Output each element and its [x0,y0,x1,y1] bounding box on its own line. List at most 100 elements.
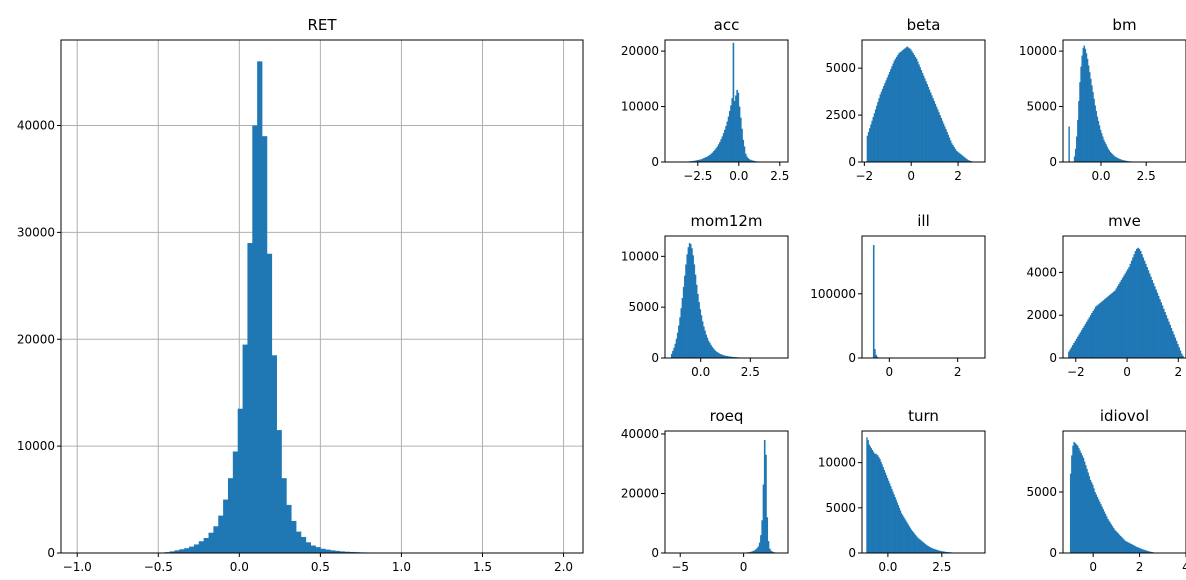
histogram-bar [911,51,913,163]
histogram-bar [1096,496,1099,553]
histogram-bar [768,548,771,553]
histogram-bar [767,541,770,553]
histogram-bar [725,125,727,162]
histogram-bar [686,254,688,358]
histogram-bar [905,520,907,553]
histogram-bar [867,131,870,162]
histogram-bar [1141,254,1143,358]
histogram-bar [1171,331,1174,358]
histogram-bar [1119,159,1121,162]
histogram-bar [945,551,947,553]
histogram-bar [339,551,346,553]
histogram-bar [681,298,684,358]
histogram-bar [917,537,919,553]
histogram-bar [880,91,883,162]
histogram-bar [954,148,957,162]
histogram-bar [1078,101,1080,162]
histogram-bar [1086,468,1088,553]
histogram-bar [738,106,741,162]
histogram-bar [315,547,321,553]
histogram-bar [885,80,887,162]
histogram-bar [685,264,687,358]
histogram-bar [760,535,762,553]
histogram-bar [872,451,875,553]
histogram-bar [947,134,950,162]
histogram-bar [877,455,879,553]
histogram-bar [1102,300,1105,358]
histogram-bar [1107,295,1110,358]
histogram-bar [1138,248,1141,358]
histogram-bar [1150,276,1152,358]
histogram-bar [1092,92,1094,162]
histogram-bar [1173,334,1175,358]
histogram-bar [933,101,935,162]
histogram-bar [1115,288,1118,358]
subplot-title: bm [1112,16,1136,34]
x-tick-label: 0 [740,560,748,574]
histogram-bar [325,549,331,553]
histogram-bar [709,154,711,162]
histogram-bar [1152,283,1155,358]
histogram-bar [921,72,924,162]
histogram-bar [694,160,697,162]
histogram-bar [870,448,873,553]
histogram-bar [946,131,948,162]
histogram-bar [881,464,883,553]
subplot-title: mve [1108,212,1141,230]
histogram-bar [1093,98,1095,162]
histogram-bar [689,244,692,358]
histogram-bar [893,494,895,553]
histogram-bar [901,515,904,553]
x-tick-label: 2.5 [741,365,760,379]
histogram-bar [914,534,917,553]
histogram-bar [958,152,960,162]
histogram-bar [684,275,686,358]
histogram-bar [755,549,757,553]
histogram-bar [213,526,219,553]
histogram-bar [680,308,683,358]
histogram-bar [756,548,758,553]
histogram-bar [695,284,698,358]
histogram-bar [903,516,905,553]
histogram-bar [966,159,968,162]
histogram-bar [1081,455,1084,553]
histogram-bar [940,117,943,162]
histogram-bar [1078,448,1080,553]
histogram-bar [896,502,898,553]
histogram-bar [1105,298,1107,358]
histogram-bar [674,343,677,358]
subplot-title: RET [307,16,337,34]
histogram-bar [706,156,709,162]
histogram-bar [699,309,702,358]
histogram-bar [1120,159,1122,162]
histogram-bar [922,542,924,553]
histogram-bar [956,151,959,162]
histogram-bar [1125,160,1128,162]
histogram-bar [1136,248,1138,358]
histogram-bar [1105,144,1107,162]
axes-frame [60,39,584,554]
histogram-bar [892,63,894,162]
histogram-bar [198,541,205,553]
histogram-bar [873,453,876,553]
histogram-bar [1076,445,1079,553]
histogram-bar [1148,273,1151,358]
histogram-bar [257,61,263,553]
histogram-bar [1112,155,1115,162]
histogram-bar [1073,343,1075,358]
histogram-bar [908,48,911,163]
histogram-bar [925,544,928,553]
histogram-bar [873,113,876,162]
histogram-bar [1102,136,1104,162]
histogram-bar [189,546,195,553]
histogram-bar [726,121,729,162]
histogram-bar [1084,48,1087,162]
histogram-bar [687,247,690,358]
histogram-bar [724,355,727,358]
histogram-bar [1115,157,1117,162]
histogram-bar [906,46,909,162]
histogram-bar [1104,142,1106,162]
histogram-bar [1119,535,1122,553]
histogram-bar [1147,551,1150,553]
histogram-bar [1090,78,1092,162]
